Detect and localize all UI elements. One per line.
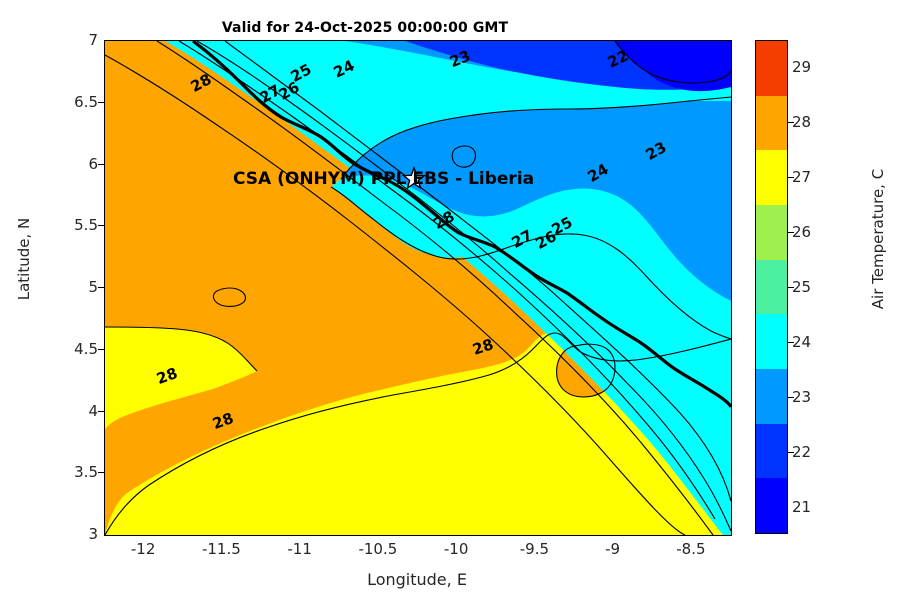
y-tick-mark xyxy=(98,472,104,474)
plot-area: 28 27 26 25 24 23 22 23 24 25 26 27 28 28 28 28 CSA (ON… xyxy=(104,40,732,536)
colorbar-band xyxy=(756,369,787,424)
contour-svg xyxy=(105,41,731,535)
colorbar-tick-mark xyxy=(788,451,794,453)
colorbar-tick-mark xyxy=(788,396,794,398)
y-tick-mark xyxy=(98,225,104,227)
x-tick-label: -10.5 xyxy=(358,540,398,558)
colorbar-band xyxy=(756,95,787,151)
x-tick-label: -10 xyxy=(443,540,469,558)
y-tick-mark xyxy=(98,101,104,103)
colorbar-tick-label: 27 xyxy=(792,168,812,187)
y-tick-label: 3 xyxy=(88,525,98,543)
band-23-24-pocket xyxy=(331,175,731,341)
y-tick-label: 5.5 xyxy=(74,216,98,235)
x-tick-label: -11 xyxy=(287,540,312,558)
colorbar-band xyxy=(756,41,787,96)
colorbar-band xyxy=(756,478,787,534)
colorbar-band xyxy=(756,150,787,206)
y-tick-label: 6 xyxy=(88,154,98,173)
colorbar-tick-label: 24 xyxy=(792,332,812,351)
colorbar-band xyxy=(756,314,787,370)
x-tick-label: -11.5 xyxy=(201,540,241,558)
colorbar-tick-mark xyxy=(788,287,794,288)
contour-lines xyxy=(105,41,731,535)
band-26-27-west-pocket xyxy=(105,327,257,429)
band-22-23-south xyxy=(341,101,731,301)
y-tick-label: 6.5 xyxy=(74,92,98,111)
y-axis-ticks: 3 3.5 4 4.5 5 5.5 6 6.5 7 xyxy=(46,31,104,543)
y-tick-label: 4.5 xyxy=(74,339,98,358)
colorbar-tick-label: 26 xyxy=(792,223,812,242)
colorbar-tick-mark xyxy=(788,122,794,124)
coastline xyxy=(192,41,731,408)
y-tick-mark xyxy=(98,348,104,350)
colorbar xyxy=(755,40,788,534)
y-tick-label: 3.5 xyxy=(74,463,98,482)
colorbar-tick-label: 28 xyxy=(792,113,812,132)
colorbar-tick-label: 29 xyxy=(792,58,812,77)
colorbar-tick-label: 21 xyxy=(792,497,812,516)
x-tick-label: -12 xyxy=(130,540,156,558)
site-label: CSA (ONHYM) PPL EBS - Liberia xyxy=(233,169,535,189)
colorbar-band xyxy=(756,259,787,315)
colorbar-band xyxy=(756,423,787,479)
x-tick-label: -9 xyxy=(605,540,621,558)
colorbar-tick-label: 22 xyxy=(792,442,812,461)
y-tick-label: 5 xyxy=(88,278,98,296)
colorbar-tick-label: 23 xyxy=(792,387,812,406)
band-below-21 xyxy=(628,41,731,92)
colorbar-tick-mark xyxy=(788,232,794,234)
x-tick-label: -8.5 xyxy=(676,540,706,558)
colorbar-title: Air Temperature, C xyxy=(869,168,887,310)
x-axis-ticks: -12 -11.5 -11 -10.5 -10 -9.5 -9 -8.5 xyxy=(104,540,730,564)
y-tick-mark xyxy=(98,287,104,288)
colorbar-band xyxy=(756,205,787,260)
colorbar-ticks: 21 22 23 24 25 26 27 28 29 xyxy=(792,40,832,534)
chart-title: Valid for 24-Oct-2025 00:00:00 GMT xyxy=(221,20,509,36)
y-axis-title: Latitude, N xyxy=(15,217,33,301)
contour-field xyxy=(105,41,731,535)
y-tick-label: 7 xyxy=(88,31,98,49)
y-tick-mark xyxy=(98,410,104,412)
y-tick-mark xyxy=(98,163,104,165)
colorbar-tick-mark xyxy=(788,341,794,343)
colorbar-tick-mark xyxy=(788,177,794,179)
y-tick-label: 4 xyxy=(88,401,98,420)
x-axis-title: Longitude, E xyxy=(367,570,467,589)
colorbar-tick-label: 25 xyxy=(792,278,812,296)
x-tick-label: -9.5 xyxy=(519,540,550,558)
